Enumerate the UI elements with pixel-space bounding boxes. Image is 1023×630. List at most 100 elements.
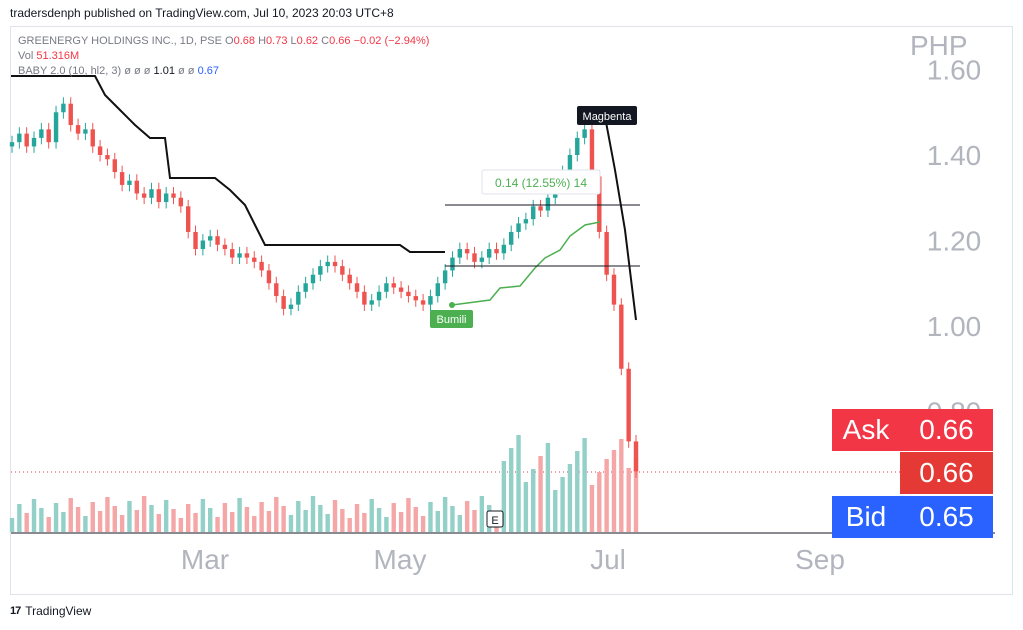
volume-bar-83 bbox=[619, 439, 624, 532]
volume-bar-11 bbox=[90, 502, 95, 532]
volume-bar-67 bbox=[501, 461, 507, 532]
volume-bar-51 bbox=[384, 517, 389, 532]
candle-body-37 bbox=[281, 296, 286, 309]
candle-body-67 bbox=[501, 244, 507, 254]
earnings-marker-box bbox=[486, 510, 504, 528]
candle-body-68 bbox=[508, 231, 514, 245]
volume-bar-0 bbox=[9, 518, 15, 532]
legend-volume-row: Vol 51.316M bbox=[18, 49, 429, 64]
volume-bar-41 bbox=[310, 496, 316, 532]
volume-bar-84 bbox=[626, 468, 631, 532]
volume-bar-60 bbox=[450, 506, 455, 532]
volume-bar-80 bbox=[597, 472, 602, 532]
volume-bar-56 bbox=[420, 516, 426, 532]
volume-bar-74 bbox=[553, 490, 558, 532]
volume-bar-34 bbox=[259, 502, 264, 532]
candle-body-21 bbox=[163, 193, 169, 203]
legend-symbol[interactable]: GREENERGY HOLDINGS INC., 1D, PSE bbox=[18, 35, 222, 47]
candle-body-12 bbox=[97, 146, 103, 155]
volume-bar-78 bbox=[582, 438, 587, 532]
candle-body-48 bbox=[362, 291, 367, 305]
candle-body-82 bbox=[611, 274, 617, 305]
volume-bar-33 bbox=[252, 516, 257, 532]
candle-body-52 bbox=[391, 283, 396, 288]
volume-bar-48 bbox=[362, 513, 367, 532]
support-start-dot bbox=[449, 302, 455, 308]
volume-bar-54 bbox=[406, 498, 411, 532]
volume-bar-15 bbox=[119, 515, 125, 532]
legend-low: 0.62 bbox=[296, 35, 319, 47]
legend-high: 0.73 bbox=[266, 35, 288, 47]
measure-label: 0.14 (12.55%) 14 bbox=[495, 176, 587, 190]
y-tick-label-0: 1.00 bbox=[927, 311, 982, 342]
candle-body-70 bbox=[523, 219, 529, 224]
candle-body-44 bbox=[332, 261, 338, 267]
volume-bar-22 bbox=[171, 509, 176, 532]
down-trend-line bbox=[605, 121, 637, 321]
candle-body-61 bbox=[457, 249, 463, 258]
candle-body-23 bbox=[178, 197, 184, 207]
candle-body-85 bbox=[633, 441, 639, 472]
volume-bar-17 bbox=[134, 510, 140, 532]
volume-bar-85 bbox=[633, 457, 639, 532]
candle-body-10 bbox=[83, 129, 88, 134]
candle-body-19 bbox=[149, 189, 154, 198]
volume-bar-27 bbox=[208, 508, 213, 532]
legend-open-label: O bbox=[225, 35, 234, 47]
candle-body-27 bbox=[208, 236, 213, 241]
y-tick-label-2: 1.40 bbox=[927, 140, 982, 171]
candle-body-11 bbox=[90, 129, 95, 147]
volume-bar-43 bbox=[325, 514, 330, 532]
legend-vol: 51.316M bbox=[36, 50, 80, 62]
volume-bar-37 bbox=[281, 506, 286, 532]
candle-body-76 bbox=[567, 155, 573, 173]
bid-label: Bid bbox=[832, 496, 900, 538]
candle-body-7 bbox=[61, 103, 66, 113]
legend-vol-label: Vol bbox=[18, 50, 34, 62]
volume-bar-28 bbox=[215, 517, 220, 532]
candle-body-16 bbox=[127, 180, 132, 185]
chart-legend: GREENERGY HOLDINGS INC., 1D, PSE O0.68 H… bbox=[18, 34, 429, 79]
volume-bar-61 bbox=[457, 515, 463, 532]
candle-body-57 bbox=[428, 296, 433, 305]
volume-bar-52 bbox=[391, 503, 396, 532]
candle-body-9 bbox=[75, 125, 81, 134]
volume-bar-19 bbox=[149, 505, 154, 532]
volume-bar-46 bbox=[347, 518, 352, 532]
last-price: 0.66 bbox=[900, 452, 993, 494]
candle-body-20 bbox=[156, 189, 162, 203]
candle-body-56 bbox=[420, 300, 426, 305]
x-tick-label-2: Jul bbox=[590, 544, 626, 575]
volume-bar-1 bbox=[17, 504, 22, 532]
candle-body-50 bbox=[376, 291, 382, 301]
volume-bar-16 bbox=[127, 501, 132, 532]
volume-bar-24 bbox=[185, 504, 191, 532]
volume-bar-31 bbox=[237, 498, 242, 532]
volume-bar-42 bbox=[318, 505, 323, 532]
candle-body-64 bbox=[479, 257, 485, 262]
candle-body-66 bbox=[494, 249, 499, 254]
candle-body-53 bbox=[398, 287, 404, 292]
candle-body-29 bbox=[222, 244, 228, 250]
legend-indicator-empty: ø ø ø bbox=[124, 65, 151, 77]
candle-body-54 bbox=[406, 291, 411, 297]
legend-indicator[interactable]: BABY 2.0 (10, hl2, 3) bbox=[18, 65, 122, 77]
candle-body-40 bbox=[303, 283, 308, 292]
candle-body-31 bbox=[237, 253, 242, 258]
chart-frame bbox=[10, 26, 1013, 595]
volume-bar-55 bbox=[413, 507, 418, 532]
candle-body-71 bbox=[531, 206, 536, 220]
volume-bar-73 bbox=[545, 443, 551, 532]
ask-price: 0.66 bbox=[900, 409, 993, 451]
volume-bar-20 bbox=[156, 514, 162, 532]
legend-change: −0.02 (−2.94%) bbox=[353, 35, 430, 47]
volume-bar-45 bbox=[340, 509, 345, 532]
candle-body-81 bbox=[604, 231, 609, 275]
volume-bar-64 bbox=[479, 496, 485, 532]
volume-bar-49 bbox=[369, 499, 374, 532]
volume-bar-5 bbox=[46, 517, 51, 532]
candle-body-47 bbox=[354, 283, 360, 292]
legend-open: 0.68 bbox=[233, 35, 256, 47]
footer[interactable]: 17 TradingView bbox=[10, 604, 91, 618]
